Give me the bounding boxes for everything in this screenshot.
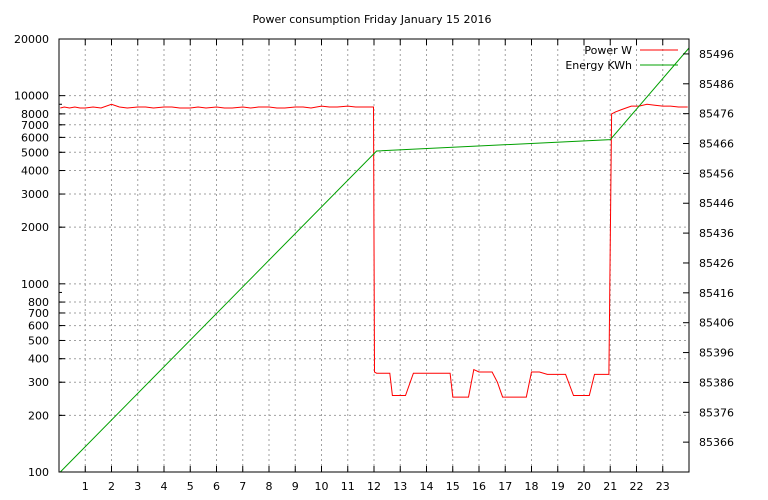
x-tick-label: 1 — [82, 480, 89, 493]
y2-tick-label: 85406 — [699, 317, 734, 330]
x-tick-label: 17 — [498, 480, 512, 493]
x-tick-label: 19 — [551, 480, 565, 493]
y2-tick-label: 85386 — [699, 376, 734, 389]
y2-tick-label: 85376 — [699, 406, 734, 419]
y2-tick-label: 85446 — [699, 197, 734, 210]
y-tick-label: 10000 — [14, 90, 49, 103]
series-lines — [59, 47, 690, 473]
chart-title: Power consumption Friday January 15 2016 — [253, 13, 492, 26]
y-tick-label: 400 — [28, 353, 49, 366]
legend-label: Power W — [584, 44, 632, 57]
x-tick-label: 8 — [266, 480, 273, 493]
x-tick-label: 6 — [213, 480, 220, 493]
x-tick-label: 15 — [446, 480, 460, 493]
y-tick-label: 5000 — [21, 146, 49, 159]
x-tick-label: 21 — [603, 480, 617, 493]
x-tick-label: 13 — [393, 480, 407, 493]
y-tick-label: 2000 — [21, 221, 49, 234]
x-tick-label: 5 — [187, 480, 194, 493]
y-tick-label: 4000 — [21, 165, 49, 178]
x-tick-label: 11 — [341, 480, 355, 493]
y2-tick-label: 85456 — [699, 167, 734, 180]
y-tick-label: 500 — [28, 334, 49, 347]
x-tick-label: 7 — [239, 480, 246, 493]
y-tick-label: 8000 — [21, 108, 49, 121]
y-tick-label: 20000 — [14, 33, 49, 46]
y-tick-label: 6000 — [21, 131, 49, 144]
y2-tick-label: 85476 — [699, 108, 734, 121]
legend: Power W Energy KWh — [565, 44, 678, 72]
x-tick-label: 22 — [630, 480, 644, 493]
y-tick-label: 100 — [28, 466, 49, 479]
x-tick-label: 10 — [315, 480, 329, 493]
y-axis-right: 85366 85376 85386 85396 85406 85416 85426 85436… — [683, 48, 734, 449]
x-tick-label: 3 — [134, 480, 141, 493]
y-tick-label: 7000 — [21, 119, 49, 132]
y-tick-label: 3000 — [21, 188, 49, 201]
x-tick-label: 14 — [420, 480, 434, 493]
series-energy-kwh — [59, 47, 690, 473]
y2-tick-label: 85396 — [699, 347, 734, 360]
series-power-w — [60, 103, 688, 398]
y2-tick-label: 85466 — [699, 138, 734, 151]
y2-tick-label: 85496 — [699, 48, 734, 61]
y2-tick-label: 85366 — [699, 436, 734, 449]
y2-tick-label: 85436 — [699, 227, 734, 240]
y2-tick-label: 85486 — [699, 78, 734, 91]
y2-tick-label: 85426 — [699, 257, 734, 270]
x-tick-label: 16 — [472, 480, 486, 493]
x-tick-label: 20 — [577, 480, 591, 493]
y-tick-label: 700 — [28, 307, 49, 320]
x-tick-label: 2 — [108, 480, 115, 493]
x-tick-label: 4 — [161, 480, 168, 493]
y-tick-label: 200 — [28, 409, 49, 422]
y-tick-label: 800 — [28, 296, 49, 309]
y2-tick-label: 85416 — [699, 287, 734, 300]
y-tick-label: 600 — [28, 320, 49, 333]
legend-label: Energy KWh — [565, 59, 632, 72]
x-tick-label: 12 — [367, 480, 381, 493]
x-axis: 1 2 3 4 5 6 7 8 9 10 11 12 13 14 15 16 17 18 19 20 21 22 23 — [82, 39, 670, 493]
x-tick-label: 18 — [525, 480, 539, 493]
y-tick-label: 300 — [28, 376, 49, 389]
y-tick-label: 1000 — [21, 278, 49, 291]
x-tick-label: 23 — [656, 480, 670, 493]
x-tick-label: 9 — [292, 480, 299, 493]
